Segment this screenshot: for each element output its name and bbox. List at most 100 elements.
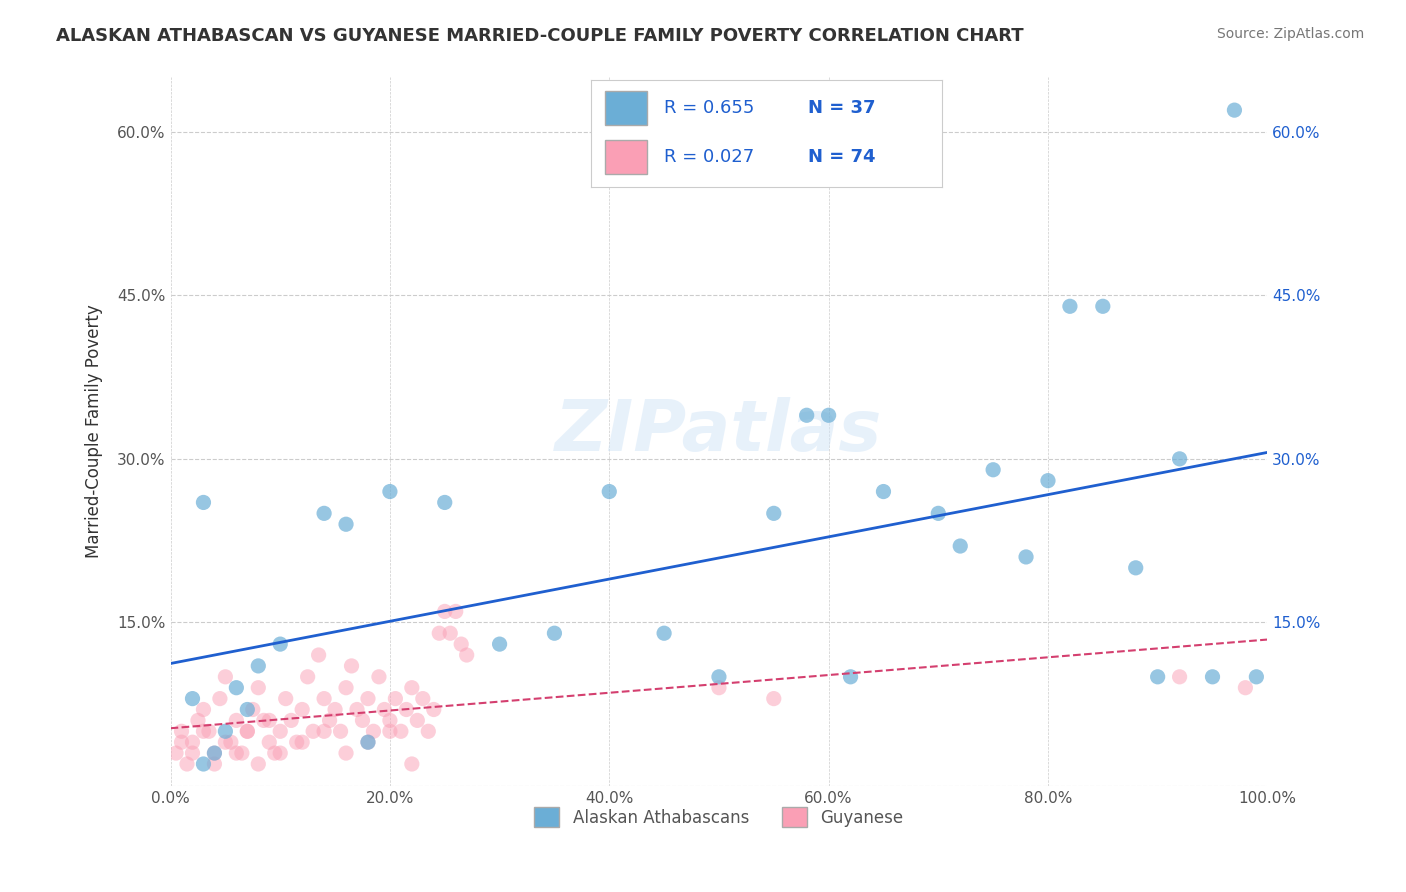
Point: [1168, 451, 1191, 466]
Point: [231, 746, 253, 760]
Point: [291, 735, 314, 749]
Point: [762, 691, 785, 706]
Point: [247, 659, 270, 673]
Point: [395, 702, 418, 716]
Point: [242, 702, 264, 716]
Point: [444, 604, 467, 618]
Point: [340, 659, 363, 673]
Point: [323, 702, 346, 716]
Point: [872, 484, 894, 499]
Point: [357, 735, 380, 749]
Point: [981, 463, 1004, 477]
Point: [247, 681, 270, 695]
Point: [378, 724, 401, 739]
Point: [1091, 299, 1114, 313]
Point: [280, 714, 302, 728]
Point: [193, 495, 215, 509]
Point: [269, 724, 291, 739]
Point: [357, 691, 380, 706]
Point: [433, 495, 456, 509]
Point: [1015, 549, 1038, 564]
Point: [1234, 681, 1257, 695]
Point: [401, 681, 423, 695]
Point: [357, 735, 380, 749]
Point: [193, 724, 215, 739]
Point: [269, 746, 291, 760]
Point: [427, 626, 450, 640]
Point: [927, 506, 949, 520]
Point: [1059, 299, 1081, 313]
Point: [204, 756, 226, 771]
Point: [274, 691, 297, 706]
Point: [418, 724, 440, 739]
Point: [817, 409, 839, 423]
Point: [219, 735, 242, 749]
Point: [198, 724, 221, 739]
Point: [204, 746, 226, 760]
Point: [170, 724, 193, 739]
Point: [456, 648, 478, 662]
Point: [285, 735, 308, 749]
Point: [335, 746, 357, 760]
Point: [308, 648, 330, 662]
Point: [1036, 474, 1059, 488]
Text: R = 0.027: R = 0.027: [664, 148, 755, 166]
Legend: Alaskan Athabascans, Guyanese: Alaskan Athabascans, Guyanese: [527, 800, 910, 834]
Point: [363, 724, 385, 739]
Point: [214, 735, 236, 749]
Point: [423, 702, 446, 716]
Point: [384, 691, 406, 706]
Point: [204, 746, 226, 760]
Point: [302, 724, 325, 739]
Point: [433, 604, 456, 618]
Point: [368, 670, 391, 684]
Point: [236, 724, 259, 739]
Point: [236, 724, 259, 739]
Text: N = 37: N = 37: [808, 99, 876, 117]
Point: [259, 735, 281, 749]
Text: N = 74: N = 74: [808, 148, 876, 166]
Point: [543, 626, 565, 640]
Point: [439, 626, 461, 640]
Point: [598, 484, 620, 499]
Point: [335, 517, 357, 532]
Point: [652, 626, 675, 640]
Point: [181, 691, 204, 706]
Point: [269, 637, 291, 651]
Point: [181, 746, 204, 760]
Point: [796, 409, 818, 423]
Point: [318, 714, 340, 728]
Point: [165, 746, 187, 760]
Point: [247, 756, 270, 771]
Point: [214, 670, 236, 684]
Point: [236, 702, 259, 716]
FancyBboxPatch shape: [605, 91, 647, 125]
Point: [450, 637, 472, 651]
Point: [346, 702, 368, 716]
Point: [297, 670, 319, 684]
Point: [839, 670, 862, 684]
Point: [263, 746, 285, 760]
Point: [208, 691, 231, 706]
Text: R = 0.655: R = 0.655: [664, 99, 755, 117]
Point: [1146, 670, 1168, 684]
Point: [314, 506, 336, 520]
Point: [1168, 670, 1191, 684]
Point: [259, 714, 281, 728]
Point: [762, 506, 785, 520]
Point: [1246, 670, 1268, 684]
Point: [352, 714, 374, 728]
Point: [193, 756, 215, 771]
Point: [412, 691, 434, 706]
Point: [329, 724, 352, 739]
Point: [314, 724, 336, 739]
Point: [707, 670, 730, 684]
Point: [406, 714, 429, 728]
FancyBboxPatch shape: [605, 140, 647, 175]
Point: [187, 714, 209, 728]
Point: [253, 714, 276, 728]
Point: [389, 724, 412, 739]
Text: Source: ZipAtlas.com: Source: ZipAtlas.com: [1216, 27, 1364, 41]
Point: [1223, 103, 1246, 117]
Point: [949, 539, 972, 553]
